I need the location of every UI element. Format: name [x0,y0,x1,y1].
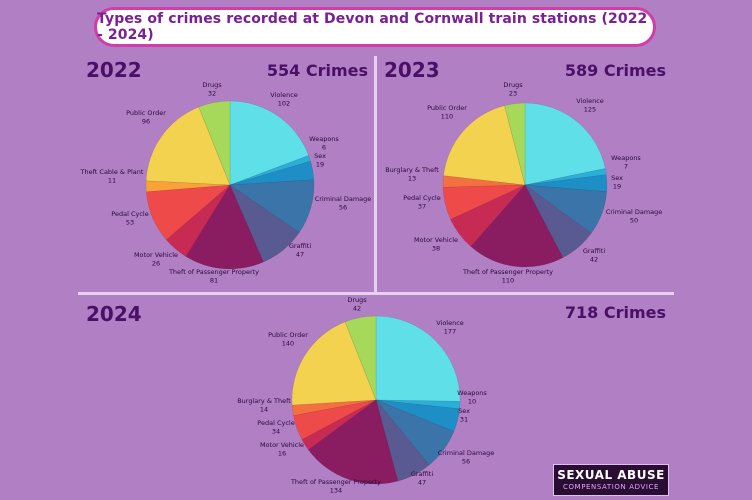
slice-2024-public-order [291,321,377,406]
label-2022-criminal-damage: Criminal Damage 56 [315,195,372,212]
slice-2022-graffiti [229,184,300,263]
label-2023-criminal-damage: Criminal Damage 50 [606,208,663,225]
slice-2023-public-order [443,105,526,186]
slice-2023-graffiti [524,184,592,259]
label-2024-motor-vehicle: Motor Vehicle 16 [260,441,304,458]
slice-2024-pedal-cycle [293,399,377,440]
label-2023-graffiti: Graffiti 42 [583,247,606,264]
slice-2023-motor-vehicle [450,184,526,247]
label-2022-graffiti: Graffiti 47 [289,242,312,259]
slice-2022-pedal-cycle [146,184,231,241]
label-2023-public-order: Public Order 110 [427,104,467,121]
chart-title: Types of crimes recorded at Devon and Co… [94,7,656,47]
slice-2023-theft-of-passenger-property [470,184,564,268]
label-2023-burglary-and-theft: Burglary & Theft 13 [385,166,439,183]
label-2022-theft-of-passenger-property: Theft of Passenger Property 81 [168,268,259,285]
label-2023-sex: Sex 19 [611,174,623,191]
chart-title-text: Types of crimes recorded at Devon and Co… [97,11,648,43]
year-2022-heading: 2022 [86,58,142,82]
slice-2023-violence [524,102,606,186]
label-2023-drugs: Drugs 23 [503,81,523,98]
label-2022-pedal-cycle: Pedal Cycle 53 [111,210,148,227]
slice-2022-drugs [198,100,231,186]
slice-2022-theft-cable-and-plant [145,180,231,192]
slice-2024-weapons [375,399,461,410]
slice-2022-motor-vehicle [165,184,231,257]
year-2024-heading: 2024 [86,302,142,326]
logo-line-1: SEXUAL ABUSE [557,467,665,482]
slice-2022-weapons [229,155,311,186]
label-2023-violence: Violence 125 [576,97,604,114]
vertical-divider [374,56,377,292]
slice-2022-theft-of-passenger-property [185,184,264,270]
slice-2022-criminal-damage [229,179,315,233]
slice-2024-theft-of-passenger-property [307,399,399,485]
horizontal-divider [78,292,674,295]
slice-2022-violence [229,100,309,186]
label-2023-pedal-cycle: Pedal Cycle 37 [403,194,440,211]
slice-2023-drugs [504,102,526,186]
pie-2023: Violence 125 Weapons 7 Sex 19 Criminal Damage 5… [385,81,662,285]
sexual-abuse-compensation-advice-logo: SEXUAL ABUSE COMPENSATION ADVICE [553,464,669,496]
slice-2024-burglary-and-theft [291,399,377,416]
label-2024-theft-of-passenger-property: Theft of Passenger Property 134 [290,478,381,495]
label-2024-graffiti: Graffiti 47 [411,470,434,487]
year-2023-heading: 2023 [384,58,440,82]
slice-2024-drugs [344,315,377,401]
slice-2023-sex [524,174,608,192]
total-2022: 554 Crimes [266,61,368,80]
label-2024-drugs: Drugs 42 [347,296,367,313]
label-2024-weapons: Weapons 10 [457,389,487,406]
slice-2023-criminal-damage [524,184,607,234]
slice-2023-pedal-cycle [442,184,526,220]
label-2024-burglary-and-theft: Burglary & Theft 14 [237,397,291,414]
slice-2024-violence [375,315,461,402]
slice-2022-sex [229,160,315,186]
total-2024: 718 Crimes [564,303,666,322]
label-2022-drugs: Drugs 32 [202,81,222,98]
label-2022-sex: Sex 19 [314,152,326,169]
slice-2023-weapons [524,168,607,186]
label-2024-public-order: Public Order 140 [268,331,308,348]
label-2022-public-order: Public Order 96 [126,109,166,126]
logo-line-2: COMPENSATION ADVICE [562,482,660,491]
label-2024-criminal-damage: Criminal Damage 56 [438,449,495,466]
label-2024-pedal-cycle: Pedal Cycle 34 [257,419,294,436]
label-2024-violence: Violence 177 [436,319,464,336]
label-2022-weapons: Weapons 6 [309,135,339,152]
label-2022-theft-cable-and-plant: Theft Cable & Plant 11 [80,168,144,185]
label-2022-motor-vehicle: Motor Vehicle 26 [134,251,178,268]
slice-2022-public-order [145,106,231,186]
total-2023: 589 Crimes [564,61,666,80]
slice-2024-sex [375,399,460,432]
label-2024-sex: Sex 31 [458,407,470,424]
slice-2024-motor-vehicle [301,399,377,451]
label-2022-violence: Violence 102 [270,91,298,108]
label-2023-weapons: Weapons 7 [611,154,641,171]
label-2023-motor-vehicle: Motor Vehicle 38 [414,236,458,253]
label-2023-theft-of-passenger-property: Theft of Passenger Property 110 [462,268,553,285]
slice-2024-criminal-damage [375,399,455,466]
slice-2024-graffiti [375,399,430,482]
slice-2023-burglary-and-theft [442,175,526,188]
